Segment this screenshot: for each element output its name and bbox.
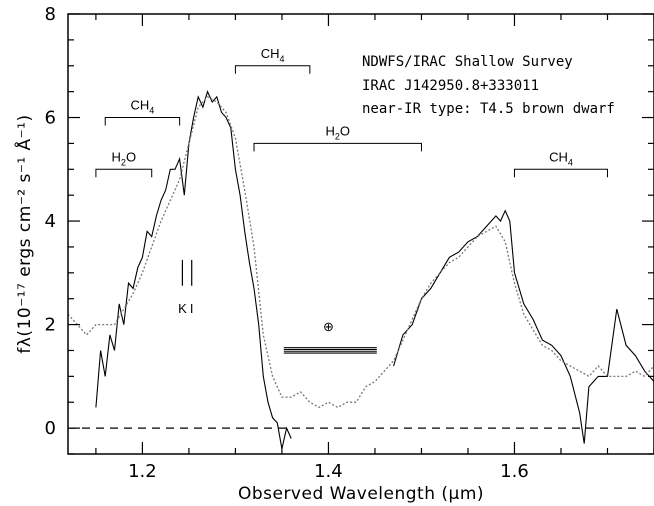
- y-tick-label: 6: [45, 108, 56, 129]
- band-bracket: [253, 142, 422, 152]
- y-tick-label: 2: [45, 315, 56, 336]
- ticks: 1.2 1.4 1.6 0 2 4 6 8: [45, 4, 654, 482]
- line-markers: K I ⊕: [178, 259, 377, 354]
- axes: [67, 13, 654, 455]
- y-axis-label: fλ(10⁻¹⁷ ergs cm⁻² s⁻¹ Å⁻¹): [13, 114, 35, 353]
- telluric-symbol: ⊕: [323, 319, 334, 334]
- annotation-object: IRAC J142950.8+333011: [362, 78, 539, 94]
- line-marker-label: I: [190, 301, 194, 316]
- plot-area: [67, 90, 654, 449]
- band-bracket: [234, 65, 311, 74]
- annotation-survey: NDWFS/IRAC Shallow Survey: [362, 54, 573, 70]
- band-bracket: [95, 168, 153, 178]
- series-line-dotted: [67, 95, 654, 409]
- x-tick-label: 1.2: [128, 461, 157, 482]
- band-bracket: [104, 117, 181, 126]
- band-label: CH4: [131, 98, 155, 116]
- absorption-bands: H2O CH4 CH4 H2O CH4: [95, 46, 608, 178]
- x-axis-label: Observed Wavelength (μm): [238, 484, 484, 504]
- y-tick-label: 8: [45, 4, 56, 25]
- x-tick-label: 1.6: [500, 461, 529, 482]
- line-marker-label: K: [178, 301, 187, 316]
- band-label: H2O: [325, 123, 350, 141]
- annotation-type: near-IR type: T4.5 brown dwarf: [362, 101, 615, 117]
- series-line-solid: [95, 90, 654, 449]
- labels: Observed Wavelength (μm) fλ(10⁻¹⁷ ergs c…: [13, 54, 615, 504]
- band-label: H2O: [112, 149, 137, 167]
- y-tick-label: 0: [45, 418, 56, 439]
- band-label: CH4: [261, 46, 285, 64]
- x-tick-label: 1.4: [314, 461, 343, 482]
- band-label: CH4: [549, 149, 573, 167]
- plot-frame: [67, 13, 654, 455]
- band-bracket: [513, 168, 608, 178]
- y-tick-label: 4: [45, 211, 56, 232]
